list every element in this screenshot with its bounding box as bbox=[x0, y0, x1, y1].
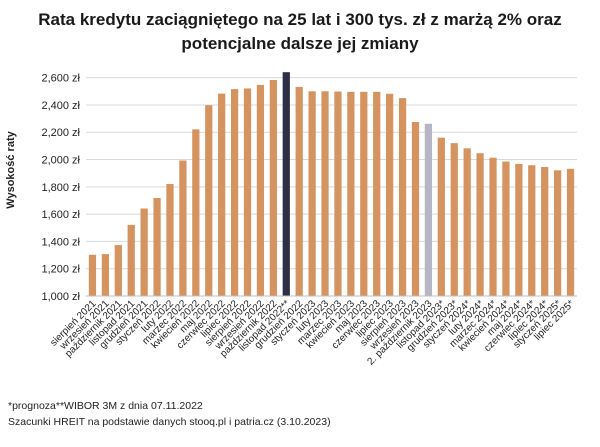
bar bbox=[127, 224, 135, 296]
footnote-source: Szacunki HREIT na podstawie danych stooq… bbox=[8, 416, 331, 428]
bar bbox=[463, 148, 471, 296]
bar bbox=[218, 93, 226, 296]
bar bbox=[153, 198, 161, 296]
y-tick-label: 2,400 zł bbox=[41, 100, 80, 112]
y-axis-tick-labels: 1,000 zł 1,200 zł 1,400 zł 1,600 zł 1,800 zł… bbox=[41, 73, 80, 303]
bar bbox=[256, 84, 265, 296]
bar bbox=[205, 105, 213, 297]
bar bbox=[528, 165, 536, 296]
y-tick-label: 2,600 zł bbox=[41, 73, 80, 85]
y-tick-label: 1,800 zł bbox=[41, 182, 80, 194]
bar-chart: 1,000 zł 1,200 zł 1,400 zł 1,600 zł 1,800 zł… bbox=[5, 72, 577, 367]
bar bbox=[437, 137, 445, 296]
bar bbox=[398, 98, 407, 296]
chart-title-line-1: Rata kredytu zaciągniętego na 25 lat i 3… bbox=[38, 10, 562, 29]
bar bbox=[114, 245, 122, 296]
footnote-forecast: *prognoza**WIBOR 3M z dnia 07.11.2022 bbox=[8, 400, 203, 412]
bar bbox=[243, 88, 252, 296]
bar bbox=[450, 143, 458, 296]
y-tick-label: 2,200 zł bbox=[41, 127, 80, 139]
bar bbox=[476, 153, 484, 296]
bar bbox=[502, 161, 510, 296]
bar bbox=[386, 93, 394, 297]
bar bbox=[334, 91, 342, 296]
bar bbox=[140, 208, 148, 296]
bar bbox=[411, 122, 420, 296]
bar bbox=[192, 129, 200, 296]
bar bbox=[373, 91, 381, 296]
bar bbox=[308, 91, 316, 296]
bar bbox=[515, 163, 523, 296]
bar bbox=[166, 183, 174, 296]
bar bbox=[541, 167, 549, 296]
bar bbox=[101, 254, 109, 296]
y-tick-label: 1,600 zł bbox=[41, 209, 80, 221]
bars bbox=[88, 72, 575, 297]
bar bbox=[489, 157, 497, 296]
chart-title-line-2: potencjalne dalsze jej zmiany bbox=[181, 34, 419, 53]
bar bbox=[360, 91, 368, 296]
bar bbox=[321, 91, 329, 296]
bar bbox=[347, 91, 355, 296]
bar bbox=[282, 72, 290, 296]
bar bbox=[554, 170, 562, 296]
y-tick-label: 1,400 zł bbox=[41, 236, 80, 248]
y-axis-label: Wysokość raty bbox=[5, 130, 17, 208]
chart-title: Rata kredytu zaciągniętego na 25 lat i 3… bbox=[20, 8, 580, 56]
bar bbox=[88, 254, 97, 296]
bar bbox=[295, 86, 303, 296]
y-tick-label: 1,000 zł bbox=[41, 291, 80, 303]
y-tick-label: 2,000 zł bbox=[41, 155, 80, 167]
y-tick-label: 1,200 zł bbox=[41, 264, 80, 276]
bar bbox=[179, 160, 187, 296]
bar bbox=[424, 123, 433, 297]
bar bbox=[230, 89, 239, 296]
bar bbox=[566, 168, 575, 296]
bar bbox=[269, 79, 277, 296]
